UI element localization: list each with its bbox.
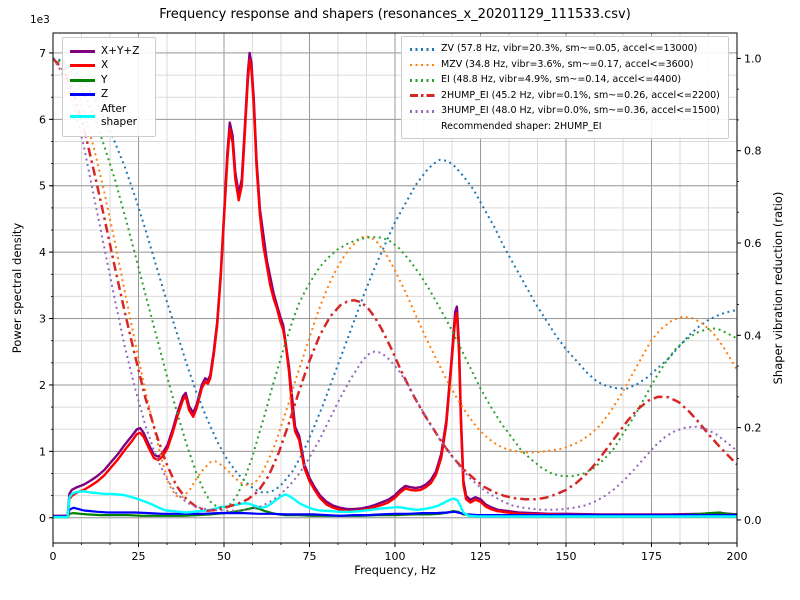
legend-swatch-solid bbox=[70, 64, 95, 68]
y-left-tick-label: 4 bbox=[39, 246, 46, 259]
y-left-tick-label: 7 bbox=[39, 47, 46, 60]
y-right-tick-label: 1.0 bbox=[744, 52, 762, 65]
legend-item: Z bbox=[70, 88, 147, 101]
legend-item: 3HUMP_EI (48.0 Hz, vibr=0.0%, sm~=0.36, … bbox=[410, 104, 720, 119]
chart-title: Frequency response and shapers (resonanc… bbox=[159, 7, 631, 22]
y-right-tick-label: 0.8 bbox=[744, 145, 762, 158]
y-left-tick-label: 6 bbox=[39, 113, 46, 126]
legend-label: MZV (34.8 Hz, vibr=3.6%, sm~=0.17, accel… bbox=[441, 58, 694, 70]
x-tick-label: 200 bbox=[727, 550, 748, 563]
x-tick-label: 100 bbox=[385, 550, 406, 563]
y-right-tick-label: 0.4 bbox=[744, 329, 762, 342]
legend-shapers: ZV (57.8 Hz, vibr=20.3%, sm~=0.05, accel… bbox=[401, 36, 729, 139]
recommended-shaper-note: Recommended shaper: 2HUMP_EI bbox=[441, 121, 602, 133]
legend-label: ZV (57.8 Hz, vibr=20.3%, sm~=0.05, accel… bbox=[441, 43, 698, 55]
x-tick-label: 0 bbox=[50, 550, 57, 563]
legend-label: EI (48.8 Hz, vibr=4.9%, sm~=0.14, accel<… bbox=[441, 74, 682, 86]
legend-psd: X+Y+Z X Y Z After shaper bbox=[62, 37, 156, 137]
curve-zv bbox=[52, 57, 738, 494]
legend-swatch-dotted bbox=[410, 110, 435, 113]
legend-label: 3HUMP_EI (48.0 Hz, vibr=0.0%, sm~=0.36, … bbox=[441, 105, 720, 117]
x-tick-label: 150 bbox=[556, 550, 577, 563]
x-tick-label: 175 bbox=[641, 550, 662, 563]
y-left-tick-label: 3 bbox=[39, 313, 46, 326]
legend-label: Y bbox=[101, 73, 108, 86]
y-axis-multiplier: 1e3 bbox=[30, 14, 50, 26]
y-right-tick-label: 0.2 bbox=[744, 422, 762, 435]
legend-swatch-solid bbox=[70, 93, 95, 97]
x-tick-label: 25 bbox=[132, 550, 146, 563]
legend-swatch-solid bbox=[70, 78, 95, 82]
legend-item: 2HUMP_EI (45.2 Hz, vibr=0.1%, sm~=0.26, … bbox=[410, 89, 720, 104]
curve-after-shaper bbox=[53, 490, 737, 519]
curve-x bbox=[53, 58, 737, 518]
curve-2hump-ei bbox=[52, 57, 738, 512]
y-right-tick-label: 0.0 bbox=[744, 514, 762, 527]
legend-item: ZV (57.8 Hz, vibr=20.3%, sm~=0.05, accel… bbox=[410, 42, 720, 57]
legend-swatch-dotted bbox=[410, 63, 435, 66]
legend-label: X+Y+Z bbox=[101, 44, 140, 57]
y-left-tick-label: 0 bbox=[39, 512, 46, 525]
legend-item: MZV (34.8 Hz, vibr=3.6%, sm~=0.17, accel… bbox=[410, 58, 720, 73]
curve-z bbox=[53, 506, 737, 518]
legend-label: 2HUMP_EI (45.2 Hz, vibr=0.1%, sm~=0.26, … bbox=[441, 89, 720, 101]
legend-item: After shaper bbox=[70, 103, 147, 129]
legend-swatch-solid bbox=[70, 49, 95, 53]
legend-label: X bbox=[101, 59, 109, 72]
legend-swatch-dotted bbox=[410, 79, 435, 82]
y-left-tick-label: 2 bbox=[39, 379, 46, 392]
y-left-tick-label: 1 bbox=[39, 445, 46, 458]
x-tick-label: 75 bbox=[303, 550, 317, 563]
legend-item: X+Y+Z bbox=[70, 45, 147, 58]
x-axis-label: Frequency, Hz bbox=[354, 563, 436, 577]
legend-label: Z bbox=[101, 88, 109, 101]
legend-item: X bbox=[70, 59, 147, 72]
y-axis-label-left: Power spectral density bbox=[10, 222, 24, 354]
y-axis-label-right: Shaper vibration reduction (ratio) bbox=[771, 191, 785, 385]
legend-swatch-dashdot bbox=[410, 94, 435, 98]
legend-swatch-solid bbox=[70, 114, 95, 118]
y-right-tick-label: 0.6 bbox=[744, 237, 762, 250]
legend-label: After shaper bbox=[101, 103, 138, 129]
x-tick-label: 125 bbox=[470, 550, 491, 563]
y-left-tick-label: 5 bbox=[39, 180, 46, 193]
legend-item: EI (48.8 Hz, vibr=4.9%, sm~=0.14, accel<… bbox=[410, 73, 720, 88]
x-tick-label: 50 bbox=[217, 550, 231, 563]
curve-3hump-ei bbox=[52, 57, 738, 512]
legend-swatch-dotted bbox=[410, 48, 435, 51]
legend-item: Y bbox=[70, 74, 147, 87]
